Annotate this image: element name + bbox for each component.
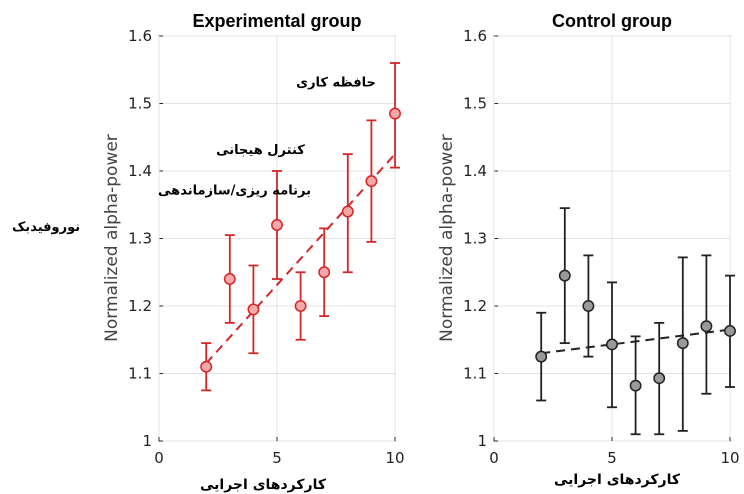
control-x-axis-label: کارکردهای اجرایی [554, 472, 681, 488]
control-data-point [700, 320, 713, 333]
experimental-panel: 1 1.1 1.2 1.3 1.4 1.5 1.6 0 5 10 حافظه کاری کنترل … [102, 11, 405, 493]
side-label: نوروفیدبک [12, 220, 80, 235]
control-x-tick-label: 5 [607, 449, 617, 467]
control-y-tick-label: 1.6 [463, 27, 487, 45]
control-x-tick-label: 10 [720, 449, 739, 467]
experimental-data-point [271, 219, 283, 231]
experimental-data-point [318, 266, 331, 279]
experimental-y-tick-label: 1 [142, 432, 152, 450]
experimental-y-tick-label: 1.6 [128, 27, 152, 45]
control-points [535, 269, 736, 392]
experimental-annotations: حافظه کاری کنترل هیجانی برنامه ریزی/سازمان… [158, 76, 376, 199]
experimental-x-tick-label: 0 [154, 449, 164, 467]
experimental-y-tick-label: 1.3 [128, 230, 152, 248]
control-data-point [582, 300, 595, 312]
control-tick-labels: 1 1.1 1.2 1.3 1.4 1.5 1.6 0 5 10 [463, 27, 739, 467]
control-y-tick-label: 1.5 [463, 95, 487, 113]
control-y-tick-label: 1.1 [463, 365, 487, 383]
experimental-x-tick-label: 5 [272, 449, 282, 467]
experimental-annotation: برنامه ریزی/سازماندهی [158, 184, 311, 199]
control-data-point [724, 325, 736, 337]
experimental-data-point [200, 360, 213, 373]
control-title: Control group [552, 11, 672, 31]
control-data-point [535, 350, 548, 363]
control-data-point [653, 372, 666, 385]
experimental-x-axis-label: کارکردهای اجرایی [200, 477, 327, 493]
control-y-tick-label: 1.4 [463, 162, 487, 180]
experimental-data-point [294, 300, 307, 312]
experimental-y-tick-label: 1.1 [128, 365, 152, 383]
control-y-tick-label: 1.2 [463, 297, 487, 315]
experimental-y-tick-label: 1.2 [128, 297, 152, 315]
control-data-point [676, 337, 689, 350]
experimental-data-point [247, 303, 260, 316]
experimental-data-point [341, 205, 354, 218]
experimental-y-tick-label: 1.4 [128, 162, 152, 180]
experimental-tick-labels: 1 1.1 1.2 1.3 1.4 1.5 1.6 0 5 10 [128, 27, 404, 467]
control-data-point [558, 269, 571, 282]
experimental-y-axis-label: Normalized alpha-power [102, 134, 122, 342]
control-y-tick-label: 1 [477, 432, 487, 450]
experimental-title: Experimental group [192, 11, 361, 31]
control-grid [493, 35, 731, 442]
experimental-data-point [389, 107, 401, 120]
control-x-tick-label: 0 [489, 449, 499, 467]
experimental-points [200, 107, 401, 373]
control-y-tick-label: 1.3 [463, 230, 487, 248]
experimental-data-point [223, 273, 236, 285]
control-data-point [629, 379, 642, 392]
experimental-y-tick-label: 1.5 [128, 95, 152, 113]
experimental-annotation: کنترل هیجانی [216, 143, 305, 158]
experimental-x-tick-label: 10 [385, 449, 404, 467]
control-data-point [606, 338, 618, 351]
experimental-annotation: حافظه کاری [296, 76, 376, 91]
experimental-data-point [365, 175, 378, 188]
experimental-trend-line [205, 153, 396, 365]
control-panel: 1 1.1 1.2 1.3 1.4 1.5 1.6 0 5 10 Control group No… [437, 11, 740, 488]
control-y-axis-label: Normalized alpha-power [437, 134, 457, 342]
